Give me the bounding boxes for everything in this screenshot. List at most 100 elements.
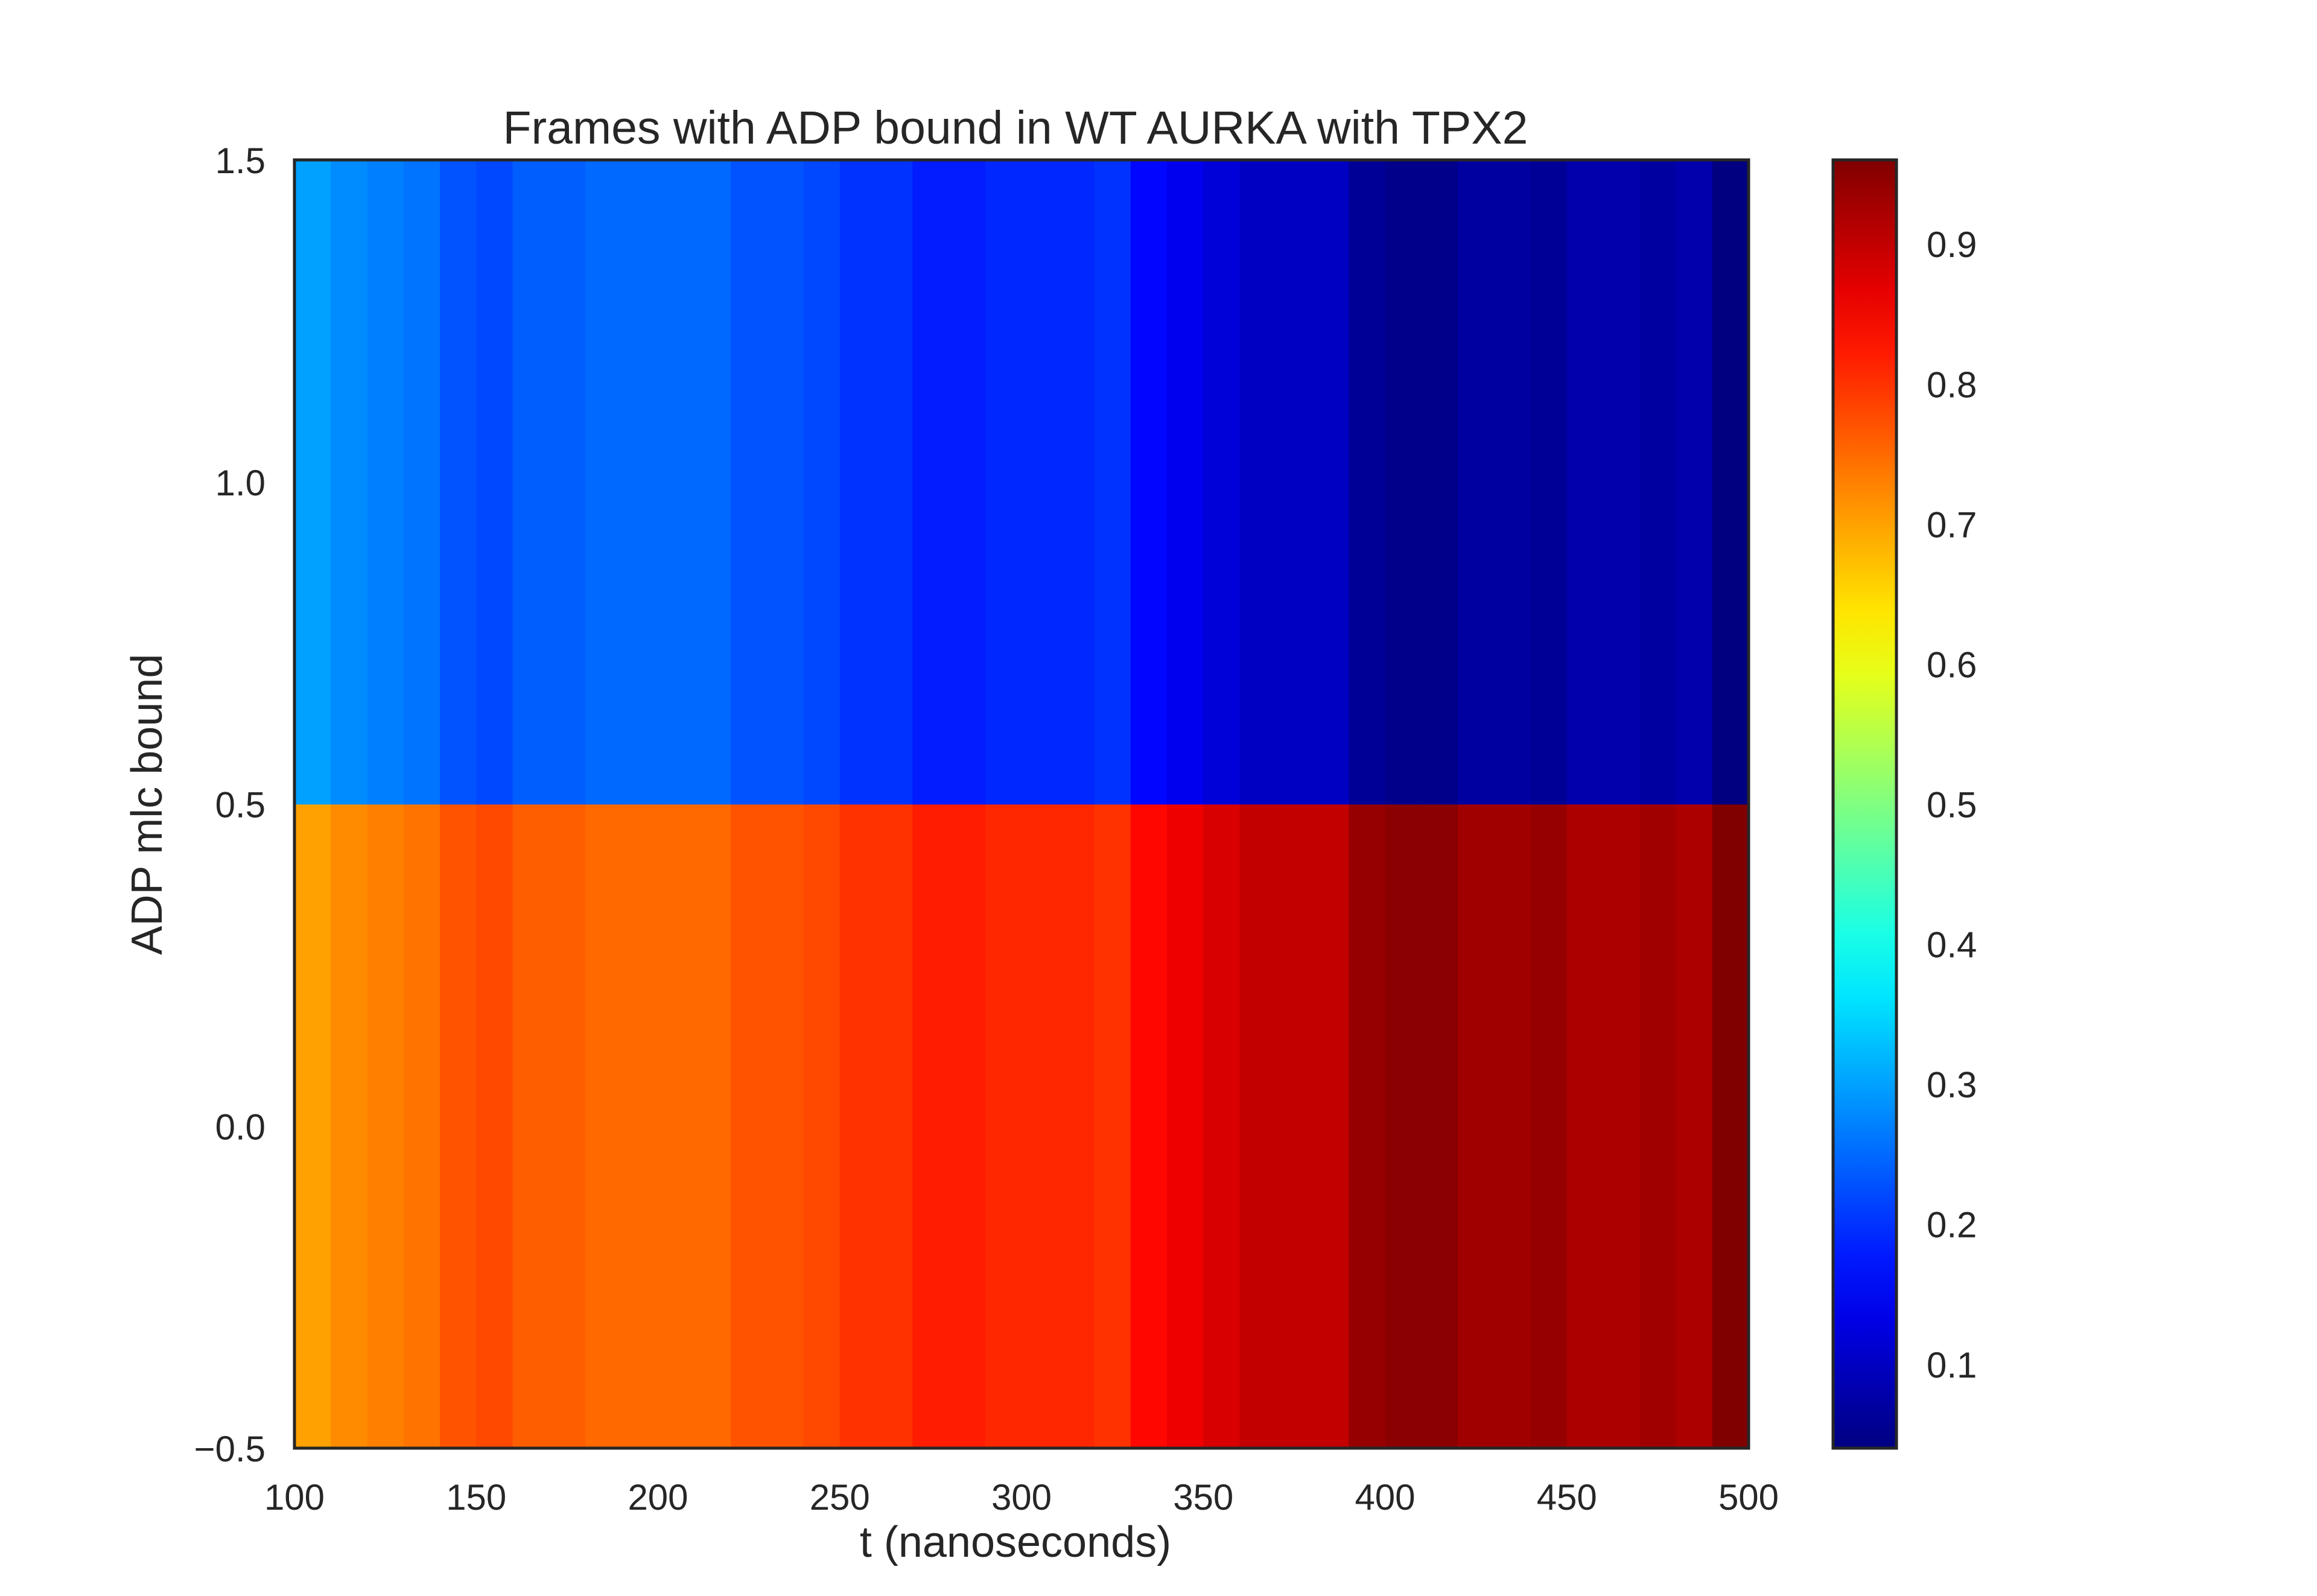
heatmap-cell-r0-c20 [1022,804,1059,1449]
heatmap-cell-r1-c39 [1712,160,1749,805]
x-tick-label: 100 [264,1477,325,1518]
plot-frame [293,158,1750,1450]
heatmap-cell-r1-c15 [839,160,877,805]
colorbar-tick-label: 0.8 [1927,364,1977,405]
heatmap-cell-r0-c10 [658,804,695,1449]
heatmap-cell-r0-c33 [1494,804,1531,1449]
heatmap-cell-r1-c21 [1058,160,1095,805]
x-tick-label: 400 [1355,1477,1415,1518]
heatmap-cell-r1-c6 [512,160,550,805]
heatmap-cell-r1-c19 [985,160,1022,805]
y-tick-label: 1.5 [215,141,265,181]
y-axis-label: ADP mlc bound [123,654,171,955]
colorbar-tick-label: 0.7 [1927,504,1977,545]
heatmap-cell-r0-c7 [548,804,586,1449]
heatmap-cell-r1-c18 [949,160,986,805]
heatmap-cell-r1-c27 [1276,160,1313,805]
heatmap-cell-r0-c32 [1458,804,1495,1449]
y-axis-ticks: −0.5 0.0 0.5 1.0 1.5 [194,141,265,1469]
x-tick-label: 250 [810,1477,870,1518]
heatmap-cell-r1-c31 [1421,160,1458,805]
heatmap-cell-r0-c29 [1349,804,1386,1449]
heatmap-cell-r0-c25 [1203,804,1241,1449]
heatmap-cell-r1-c5 [476,160,513,805]
x-axis-ticks: 100 150 200 250 300 350 400 450 500 [264,1477,1779,1518]
heatmap-cell-r0-c23 [1130,804,1168,1449]
heatmap-cell-r1-c14 [803,160,841,805]
heatmap-cell-r0-c38 [1676,804,1713,1449]
x-tick-label: 300 [991,1477,1052,1518]
x-tick-label: 450 [1537,1477,1597,1518]
x-tick-label: 350 [1173,1477,1233,1518]
heatmap-cell-r1-c36 [1603,160,1641,805]
heatmap-cell-r1-c38 [1676,160,1713,805]
heatmap-cell-r1-c34 [1530,160,1568,805]
heatmap-cell-r0-c3 [403,804,440,1449]
heatmap-cell-r1-c28 [1312,160,1350,805]
colorbar-tick-label: 0.2 [1927,1205,1977,1245]
heatmap-cell-r1-c33 [1494,160,1531,805]
chart-title: Frames with ADP bound in WT AURKA with T… [503,102,1528,154]
heatmap-cell-r0-c16 [876,804,914,1449]
heatmap-cell-r0-c17 [912,804,950,1449]
heatmap-cell-r0-c0 [294,804,332,1449]
heatmap-cell-r1-c8 [585,160,623,805]
colorbar-tick-label: 0.1 [1927,1345,1977,1385]
colorbar-tick-label: 0.3 [1927,1065,1977,1105]
heatmap-cell-r0-c22 [1094,804,1131,1449]
heatmap-cell-r0-c5 [476,804,513,1449]
y-tick-label: 1.0 [215,463,265,503]
heatmap-cell-r1-c22 [1094,160,1131,805]
colorbar-tick-label: 0.6 [1927,644,1977,685]
heatmap-cell-r0-c14 [803,804,841,1449]
heatmap-cell-r0-c2 [367,804,404,1449]
heatmap-cell-r1-c29 [1349,160,1386,805]
heatmap-cell-r0-c12 [731,804,768,1449]
heatmap-cell-r0-c37 [1639,804,1677,1449]
heatmap-cell-r0-c8 [585,804,623,1449]
heatmap-cell-r0-c4 [440,804,477,1449]
heatmap-cell-r1-c4 [440,160,477,805]
heatmap-cell-r1-c11 [694,160,731,805]
colorbar-tick-label: 0.4 [1927,925,1977,965]
heatmap-cell-r0-c21 [1058,804,1095,1449]
heatmap-cell-r0-c31 [1421,804,1458,1449]
heatmap-cell-r1-c0 [294,160,332,805]
heatmap-cell-r1-c7 [548,160,586,805]
heatmap-cell-r1-c35 [1566,160,1604,805]
x-axis-label: t (nanoseconds) [860,1518,1171,1566]
heatmap-cell-r0-c18 [949,804,986,1449]
heatmap-cell-r0-c30 [1385,804,1422,1449]
heatmap-cell-r0-c19 [985,804,1022,1449]
x-tick-label: 150 [446,1477,506,1518]
heatmap-cell-r1-c1 [331,160,368,805]
heatmap-cell-r0-c11 [694,804,731,1449]
heatmap-cells [294,160,1749,1449]
heatmap-cell-r0-c6 [512,804,550,1449]
heatmap-cell-r1-c20 [1022,160,1059,805]
heatmap-cell-r1-c26 [1239,160,1277,805]
colorbar-ticks: 0.1 0.2 0.3 0.4 0.5 0.6 0.7 0.8 0.9 [1927,224,1977,1385]
heatmap-cell-r1-c23 [1130,160,1168,805]
heatmap-cell-r1-c10 [658,160,695,805]
colorbar [1831,158,1898,1450]
colorbar-tick-label: 0.9 [1927,224,1977,265]
heatmap-cell-r0-c13 [767,804,804,1449]
heatmap-cell-r0-c27 [1276,804,1313,1449]
heatmap-cell-r1-c25 [1203,160,1241,805]
heatmap-cell-r1-c12 [731,160,768,805]
heatmap-cell-r1-c2 [367,160,404,805]
y-tick-label: 0.5 [215,785,265,825]
heatmap-cell-r0-c34 [1530,804,1568,1449]
heatmap-cell-r0-c15 [839,804,877,1449]
heatmap-cell-r1-c32 [1458,160,1495,805]
heatmap-cell-r0-c26 [1239,804,1277,1449]
heatmap-cell-r0-c24 [1167,804,1204,1449]
heatmap-cell-r1-c9 [621,160,659,805]
heatmap-cell-r0-c39 [1712,804,1749,1449]
heatmap-cell-r1-c3 [403,160,440,805]
heatmap-cell-r1-c16 [876,160,914,805]
x-tick-label: 200 [628,1477,688,1518]
